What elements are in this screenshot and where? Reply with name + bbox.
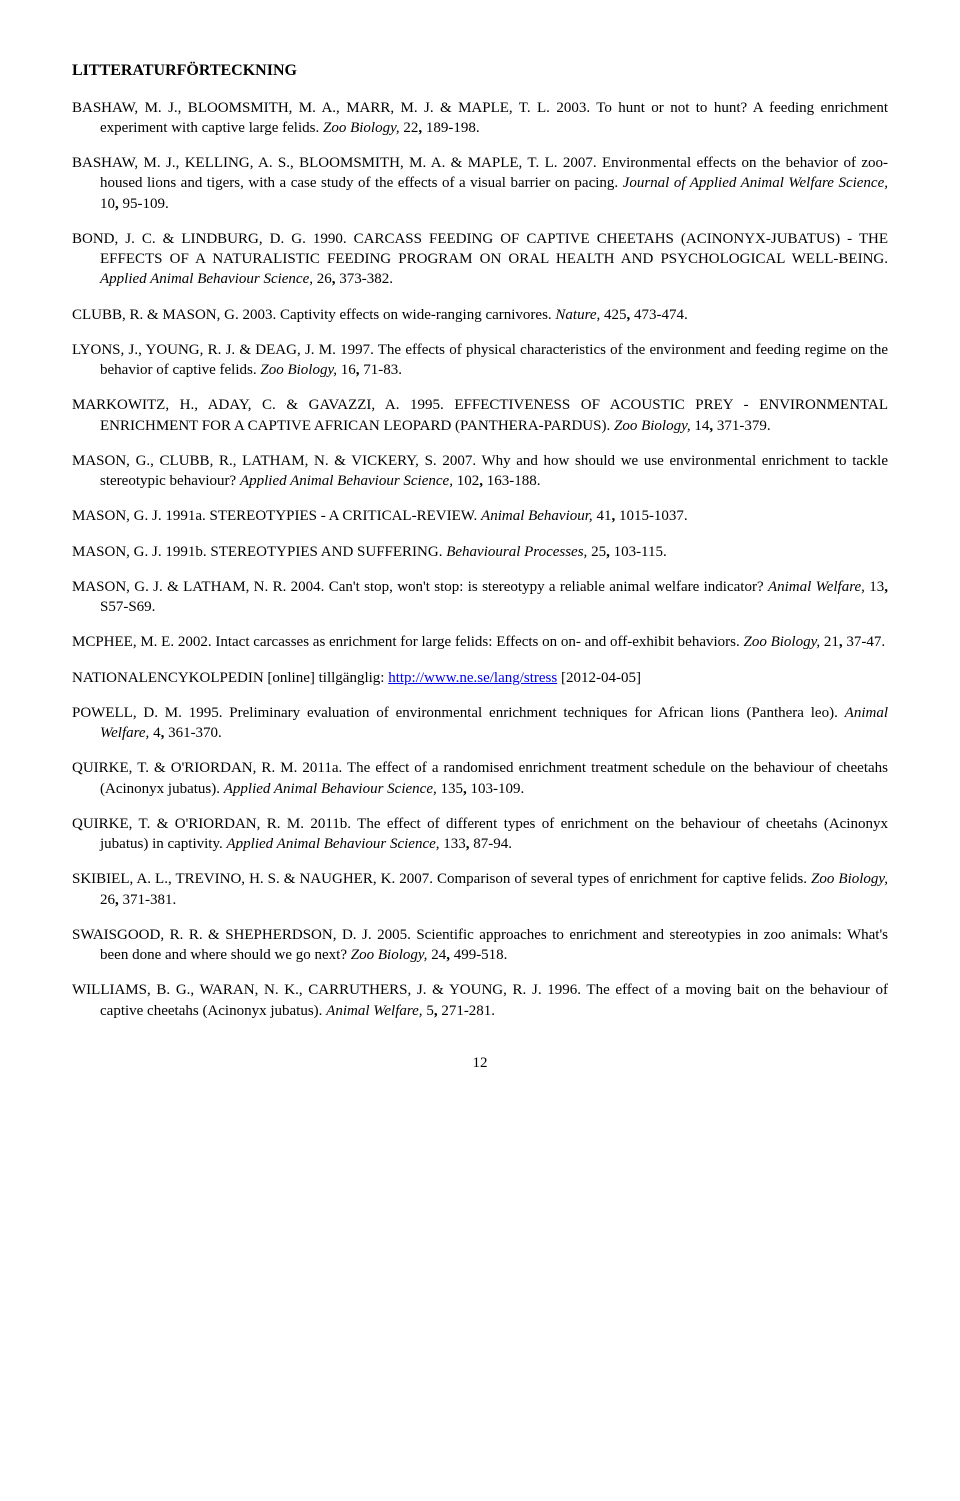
reference-entry: MARKOWITZ, H., ADAY, C. & GAVAZZI, A. 19… bbox=[72, 395, 888, 436]
reference-entry: BASHAW, M. J., BLOOMSMITH, M. A., MARR, … bbox=[72, 98, 888, 139]
reference-entry: BOND, J. C. & LINDBURG, D. G. 1990. CARC… bbox=[72, 229, 888, 290]
reference-entry: NATIONALENCYKOLPEDIN [online] tillgängli… bbox=[72, 668, 888, 688]
reference-entry: SWAISGOOD, R. R. & SHEPHERDSON, D. J. 20… bbox=[72, 925, 888, 966]
reference-entry: BASHAW, M. J., KELLING, A. S., BLOOMSMIT… bbox=[72, 153, 888, 214]
references-list: BASHAW, M. J., BLOOMSMITH, M. A., MARR, … bbox=[72, 98, 888, 1021]
reference-entry: POWELL, D. M. 1995. Preliminary evaluati… bbox=[72, 703, 888, 744]
section-heading: LITTERATURFÖRTECKNING bbox=[72, 60, 888, 82]
reference-entry: MASON, G., CLUBB, R., LATHAM, N. & VICKE… bbox=[72, 451, 888, 492]
reference-entry: MCPHEE, M. E. 2002. Intact carcasses as … bbox=[72, 632, 888, 652]
reference-entry: LYONS, J., YOUNG, R. J. & DEAG, J. M. 19… bbox=[72, 340, 888, 381]
reference-entry: QUIRKE, T. & O'RIORDAN, R. M. 2011a. The… bbox=[72, 758, 888, 799]
reference-entry: MASON, G. J. 1991a. STEREOTYPIES - A CRI… bbox=[72, 506, 888, 526]
reference-entry: QUIRKE, T. & O'RIORDAN, R. M. 2011b. The… bbox=[72, 814, 888, 855]
reference-entry: MASON, G. J. & LATHAM, N. R. 2004. Can't… bbox=[72, 577, 888, 618]
reference-entry: CLUBB, R. & MASON, G. 2003. Captivity ef… bbox=[72, 305, 888, 325]
reference-entry: WILLIAMS, B. G., WARAN, N. K., CARRUTHER… bbox=[72, 980, 888, 1021]
reference-entry: SKIBIEL, A. L., TREVINO, H. S. & NAUGHER… bbox=[72, 869, 888, 910]
page-number: 12 bbox=[72, 1053, 888, 1073]
reference-entry: MASON, G. J. 1991b. STEREOTYPIES AND SUF… bbox=[72, 542, 888, 562]
